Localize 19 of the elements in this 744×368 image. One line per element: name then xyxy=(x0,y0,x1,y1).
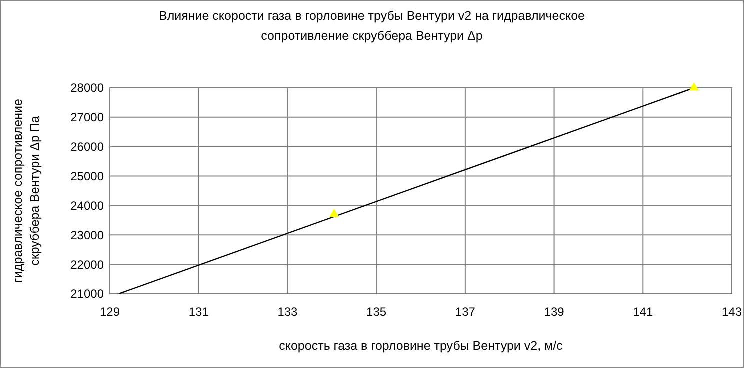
y-tick-label: 26000 xyxy=(70,140,104,154)
y-axis-title: гидравлическое сопротивление скруббера Вентури Δр Па xyxy=(11,98,42,283)
x-tick-label: 133 xyxy=(278,305,298,319)
x-tick-label: 137 xyxy=(455,305,476,319)
y-tick-label: 28000 xyxy=(70,81,104,96)
chart-title: Влияние скорости газа в горловине трубы Вентури v2 на гидравлическое сопротивление скруббера Вентури Δр xyxy=(158,9,586,43)
y-tick-label: 27000 xyxy=(70,110,104,125)
x-tick-label: 131 xyxy=(188,305,210,319)
y-tick-label: 21000 xyxy=(70,287,104,302)
y-tick-label: 22000 xyxy=(70,258,104,272)
y-tick-label: 23000 xyxy=(70,228,104,242)
x-tick-label: 139 xyxy=(544,305,565,319)
x-axis-title: скорость газа в горловине трубы Вентури v2, м/с xyxy=(279,339,563,353)
x-tick-label: 141 xyxy=(633,305,654,319)
y-tick-label: 25000 xyxy=(70,169,104,184)
x-tick-label: 143 xyxy=(722,305,742,319)
y-tick-label: 24000 xyxy=(70,198,104,213)
x-tick-label: 135 xyxy=(366,305,387,319)
x-tick-label: 129 xyxy=(100,305,120,319)
